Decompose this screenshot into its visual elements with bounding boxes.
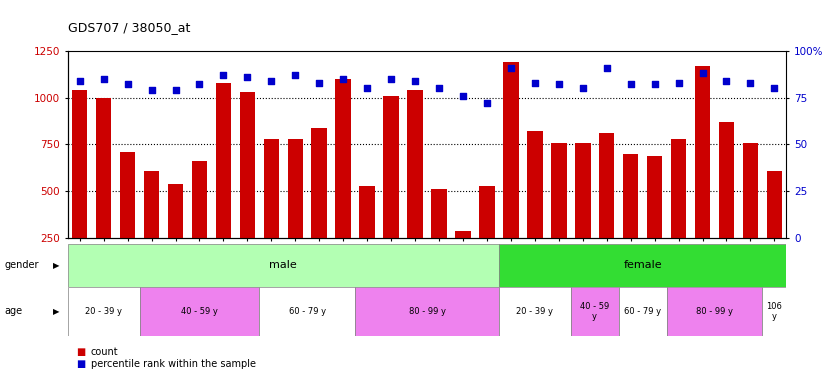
Bar <box>551 142 567 238</box>
Point <box>337 76 350 82</box>
Point <box>552 81 565 87</box>
Bar <box>287 139 303 238</box>
Bar <box>240 92 255 238</box>
Point <box>648 81 662 87</box>
Point <box>624 81 638 87</box>
Point <box>289 72 302 78</box>
Point <box>121 81 135 87</box>
Point <box>672 80 686 86</box>
Point <box>169 87 183 93</box>
Point <box>695 70 709 76</box>
Text: male: male <box>269 260 297 270</box>
Text: age: age <box>4 306 22 316</box>
Point <box>97 76 111 82</box>
Bar <box>335 79 351 238</box>
Point <box>768 85 781 91</box>
Text: 80 - 99 y: 80 - 99 y <box>696 307 733 316</box>
Bar <box>571 287 619 336</box>
Bar <box>144 171 159 238</box>
Bar <box>259 287 355 336</box>
Text: 60 - 79 y: 60 - 79 y <box>289 307 325 316</box>
Point <box>313 80 326 86</box>
Point <box>73 78 87 84</box>
Bar <box>192 161 207 238</box>
Bar <box>527 131 543 238</box>
Text: percentile rank within the sample: percentile rank within the sample <box>91 359 256 369</box>
Text: 80 - 99 y: 80 - 99 y <box>409 307 445 316</box>
Point <box>193 81 206 87</box>
Bar <box>499 287 571 336</box>
Point <box>433 85 446 91</box>
Bar <box>503 62 519 238</box>
Point <box>385 76 398 82</box>
Point <box>529 80 542 86</box>
Bar <box>72 90 88 238</box>
Text: 40 - 59
y: 40 - 59 y <box>580 302 610 321</box>
Text: 106
y: 106 y <box>767 302 782 321</box>
Text: ■: ■ <box>76 347 85 357</box>
Text: 20 - 39 y: 20 - 39 y <box>85 307 122 316</box>
Bar <box>263 139 279 238</box>
Bar <box>383 96 399 238</box>
Text: ▶: ▶ <box>53 261 59 270</box>
Bar <box>499 244 786 287</box>
Point <box>360 85 373 91</box>
Point <box>456 93 469 99</box>
Point <box>744 80 757 86</box>
Bar <box>140 287 259 336</box>
Bar <box>671 139 686 238</box>
Point <box>241 74 254 80</box>
Point <box>409 78 422 84</box>
Bar <box>667 287 762 336</box>
Bar <box>743 142 758 238</box>
Bar <box>479 186 495 238</box>
Text: 40 - 59 y: 40 - 59 y <box>181 307 218 316</box>
Bar <box>762 287 786 336</box>
Text: GDS707 / 38050_at: GDS707 / 38050_at <box>68 21 190 34</box>
Bar <box>311 128 327 238</box>
Bar <box>575 142 591 238</box>
Bar <box>719 122 734 238</box>
Bar <box>455 231 471 238</box>
Bar <box>695 66 710 238</box>
Text: 60 - 79 y: 60 - 79 y <box>624 307 661 316</box>
Bar <box>431 189 447 238</box>
Bar <box>120 152 135 238</box>
Bar <box>216 82 231 238</box>
Point <box>145 87 159 93</box>
Bar <box>359 186 375 238</box>
Text: female: female <box>624 260 662 270</box>
Bar <box>68 244 499 287</box>
Text: 20 - 39 y: 20 - 39 y <box>516 307 553 316</box>
Point <box>481 100 494 106</box>
Bar <box>168 184 183 238</box>
Point <box>264 78 278 84</box>
Bar <box>96 98 112 238</box>
Point <box>720 78 733 84</box>
Bar <box>623 154 638 238</box>
Bar <box>68 287 140 336</box>
Point <box>576 85 589 91</box>
Text: ■: ■ <box>76 359 85 369</box>
Bar <box>647 156 662 238</box>
Point <box>601 64 614 70</box>
Text: gender: gender <box>4 260 39 270</box>
Point <box>216 72 230 78</box>
Point <box>504 64 517 70</box>
Text: ▶: ▶ <box>53 307 59 316</box>
Bar <box>355 287 499 336</box>
Bar <box>407 90 423 238</box>
Text: count: count <box>91 347 118 357</box>
Bar <box>619 287 667 336</box>
Bar <box>599 133 615 238</box>
Bar <box>767 171 782 238</box>
